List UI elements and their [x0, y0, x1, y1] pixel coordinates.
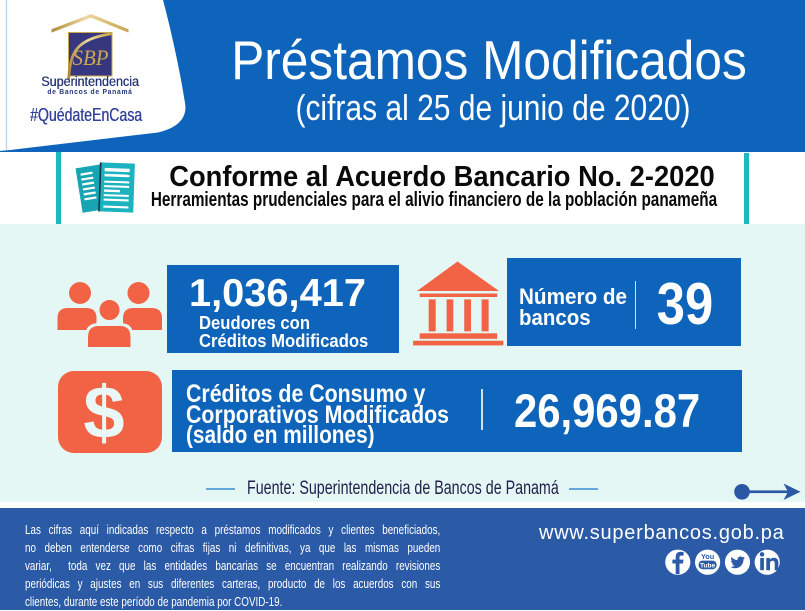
svg-text:SBP: SBP: [73, 45, 109, 70]
svg-text:Tube: Tube: [700, 562, 716, 569]
svg-text:You: You: [701, 552, 714, 561]
